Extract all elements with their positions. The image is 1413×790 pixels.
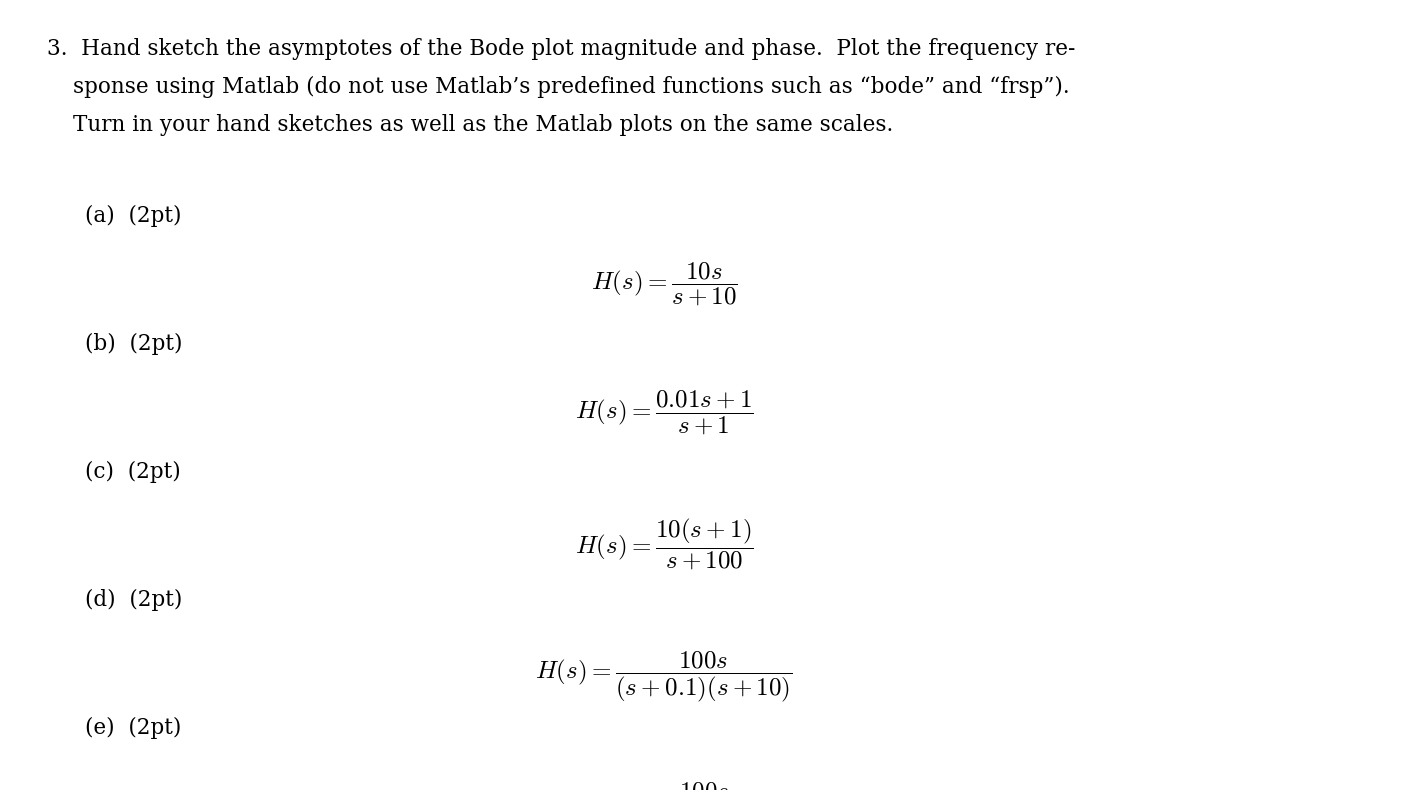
Text: Turn in your hand sketches as well as the Matlab plots on the same scales.: Turn in your hand sketches as well as th… [73,114,894,136]
Text: (d)  (2pt): (d) (2pt) [85,589,182,611]
Text: (c)  (2pt): (c) (2pt) [85,461,181,483]
Text: (e)  (2pt): (e) (2pt) [85,717,181,739]
Text: sponse using Matlab (do not use Matlab’s predefined functions such as “bode” and: sponse using Matlab (do not use Matlab’s… [73,76,1070,98]
Text: $H(s) = \dfrac{10s}{s+10}$: $H(s) = \dfrac{10s}{s+10}$ [591,261,738,308]
Text: (b)  (2pt): (b) (2pt) [85,333,182,356]
Text: 3.  Hand sketch the asymptotes of the Bode plot magnitude and phase.  Plot the f: 3. Hand sketch the asymptotes of the Bod… [47,38,1075,60]
Text: $H(s) = \dfrac{0.01s+1}{s+1}$: $H(s) = \dfrac{0.01s+1}{s+1}$ [575,389,753,437]
Text: $H(s) = \dfrac{100s}{(s+0.1)(s+10)}$: $H(s) = \dfrac{100s}{(s+0.1)(s+10)}$ [536,649,793,705]
Text: $H(s) = \dfrac{10(s+1)}{s+100}$: $H(s) = \dfrac{10(s+1)}{s+100}$ [575,517,753,572]
Text: (a)  (2pt): (a) (2pt) [85,205,181,228]
Text: $H(s) = \dfrac{100s}{(s^2+s+1)(s+100)}$: $H(s) = \dfrac{100s}{(s^2+s+1)(s+100)}$ [513,781,815,790]
